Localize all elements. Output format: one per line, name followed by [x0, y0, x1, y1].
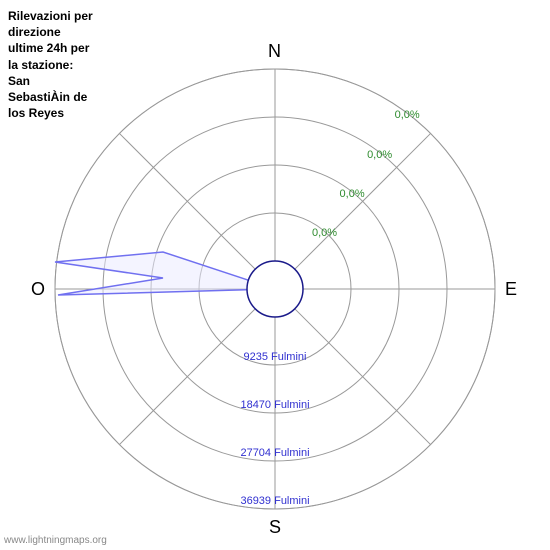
chart-title: Rilevazioni per direzione ultime 24h per…: [8, 8, 93, 121]
cardinal-south: S: [269, 517, 281, 538]
cardinal-west: O: [31, 279, 45, 300]
ring-label-top: 0,0%: [395, 109, 420, 121]
attribution-text: www.lightningmaps.org: [4, 535, 107, 546]
ring-label-top: 0,0%: [312, 227, 337, 239]
cardinal-east: E: [505, 279, 517, 300]
inner-ring: [247, 261, 303, 317]
cardinal-north: N: [268, 41, 281, 62]
ring-label-bottom: 9235 Fulmini: [215, 351, 335, 363]
ring-label-bottom: 18470 Fulmini: [215, 399, 335, 411]
polar-chart-container: Rilevazioni per direzione ultime 24h per…: [0, 0, 550, 550]
ring-label-top: 0,0%: [340, 188, 365, 200]
ring-label-bottom: 36939 Fulmini: [215, 495, 335, 507]
ring-label-top: 0,0%: [367, 149, 392, 161]
ring-label-bottom: 27704 Fulmini: [215, 447, 335, 459]
